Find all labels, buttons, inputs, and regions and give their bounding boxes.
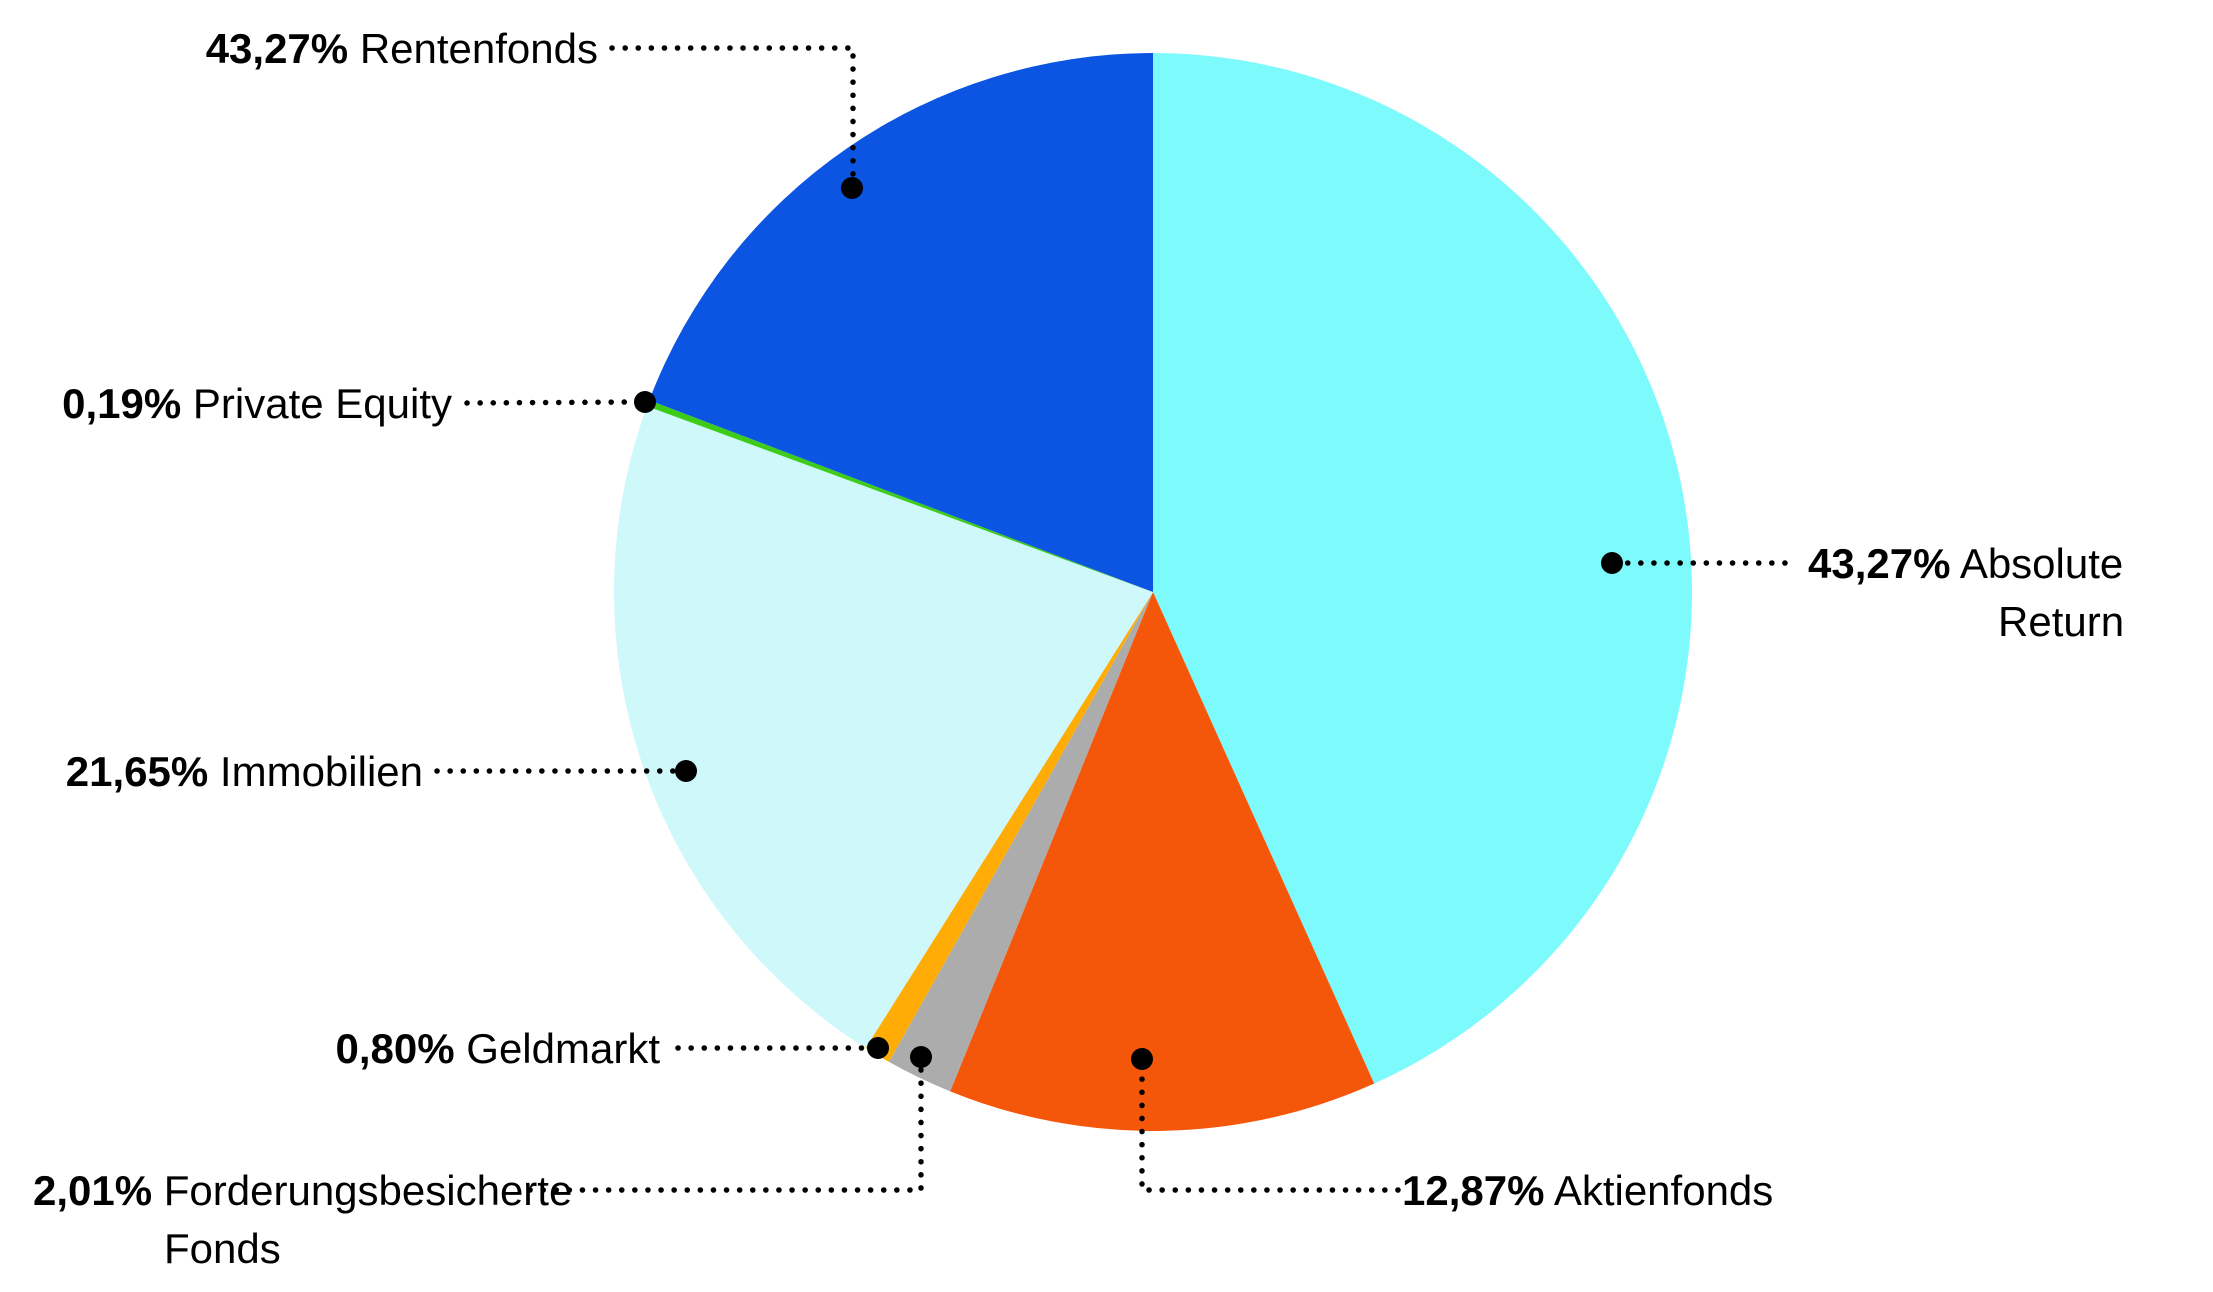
label-rentenfonds-name: Rentenfonds [359,25,598,72]
label-private-equity-name: Private Equity [192,380,452,427]
label-aktienfonds-pct: 12,87% [1402,1167,1545,1214]
label-aktienfonds-name: Aktienfonds [1553,1167,1774,1214]
label-geldmarkt: 0,80% Geldmarkt [336,1020,660,1078]
label-rentenfonds-pct: 43,27% [205,25,349,72]
label-rentenfonds: 43,27% Rentenfonds [206,20,598,78]
leader-line-private-equity [464,399,636,406]
pie-slice-immobilien [613,406,1153,1048]
label-immobilien-pct: 21,65% [65,748,209,795]
leader-line-forderungsbesicherte-fonds [527,1066,924,1193]
label-forderungsbesicherte-fonds: 2,01% Forderungsbesicherte Fonds [33,1162,572,1278]
pie-slice-aktienfonds [950,592,1375,1131]
label-forderungsbesicherte-name-line1: Forderungsbesicherte [163,1167,573,1214]
label-absolute-return: 43,27% Absolute Return [1808,535,2124,651]
marker-dot-forderungsbesicherte-fonds [910,1046,932,1068]
label-forderungsbesicherte-pct: 2,01% [33,1167,153,1214]
marker-dot-immobilien [675,760,697,782]
label-private-equity: 0,19% Private Equity [62,375,452,433]
marker-dot-absolute-return [1601,552,1623,574]
label-geldmarkt-pct: 0,80% [335,1025,455,1072]
label-immobilien: 21,65% Immobilien [66,743,423,801]
marker-dot-rentenfonds [841,177,863,199]
marker-dot-aktienfonds [1131,1048,1153,1070]
leader-line-rentenfonds [609,45,856,179]
pie-slice-rentenfonds [649,53,1153,592]
marker-dot-private-equity [634,391,656,413]
label-absolute-return-name-line2: Return [1998,598,2125,645]
pie-slice-forderungsbesicherte-fonds [888,592,1153,1092]
pie-slice-geldmarkt [865,592,1153,1062]
pie-slice-absolute-return [1153,53,1692,1084]
label-aktienfonds: 12,87% Aktienfonds [1402,1162,1773,1220]
label-private-equity-pct: 0,19% [62,380,182,427]
label-geldmarkt-name: Geldmarkt [466,1025,660,1072]
label-forderungsbesicherte-name-line2: Fonds [164,1225,281,1272]
label-immobilien-name: Immobilien [219,748,423,795]
pie-slice-private-equity [647,400,1153,592]
label-absolute-return-name-line1: Absolute [1959,540,2124,587]
label-absolute-return-pct: 43,27% [1808,540,1951,587]
marker-dot-geldmarkt [867,1037,889,1059]
